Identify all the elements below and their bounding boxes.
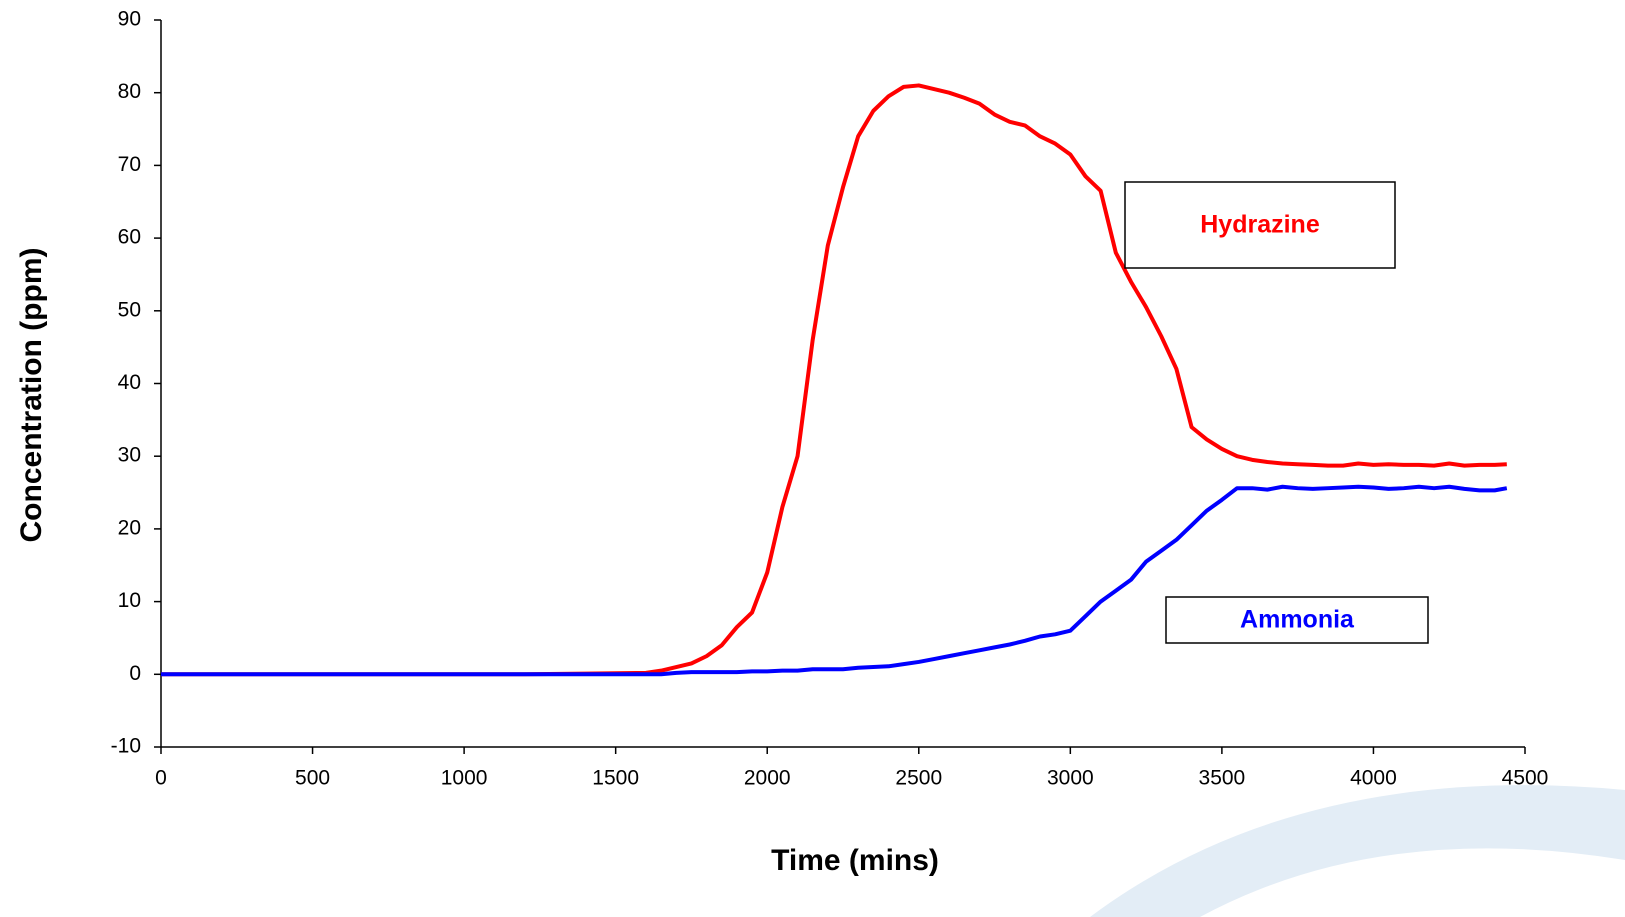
y-tick-label: 70: [118, 153, 141, 176]
series-label: Ammonia: [1240, 606, 1355, 634]
series-line: [161, 83, 1507, 677]
y-tick-label: -10: [111, 735, 141, 758]
y-tick-label: 60: [118, 226, 141, 249]
x-tick-label: 0: [155, 767, 167, 790]
y-tick-label: 50: [118, 298, 141, 321]
y-axis-title: Concentration (ppm): [15, 248, 48, 543]
x-tick-label: 3500: [1199, 767, 1246, 790]
x-tick-label: 1500: [592, 767, 639, 790]
background-swoosh: [1200, 848, 1625, 917]
decoration: [1090, 785, 1625, 917]
y-tick-label: 90: [118, 8, 141, 31]
x-tick-label: 2500: [895, 767, 942, 790]
x-tick-label: 4500: [1502, 767, 1549, 790]
y-tick-label: 40: [118, 371, 141, 394]
y-tick-label: 0: [129, 662, 141, 685]
y-tick-label: 10: [118, 589, 141, 612]
x-tick-label: 2000: [744, 767, 791, 790]
x-tick-label: 4000: [1350, 767, 1397, 790]
series-label: Hydrazine: [1200, 211, 1320, 239]
y-tick-label: 30: [118, 444, 141, 467]
x-tick-label: 1000: [441, 767, 488, 790]
y-tick-label: 80: [118, 80, 141, 103]
x-tick-label: 3000: [1047, 767, 1094, 790]
x-axis-title: Time (mins): [771, 844, 939, 877]
y-tick-label: 20: [118, 516, 141, 539]
series-label-box: [1165, 596, 1429, 644]
series-line: [161, 484, 1508, 677]
x-tick-label: 500: [295, 767, 330, 790]
series-label-box: [1124, 181, 1396, 269]
